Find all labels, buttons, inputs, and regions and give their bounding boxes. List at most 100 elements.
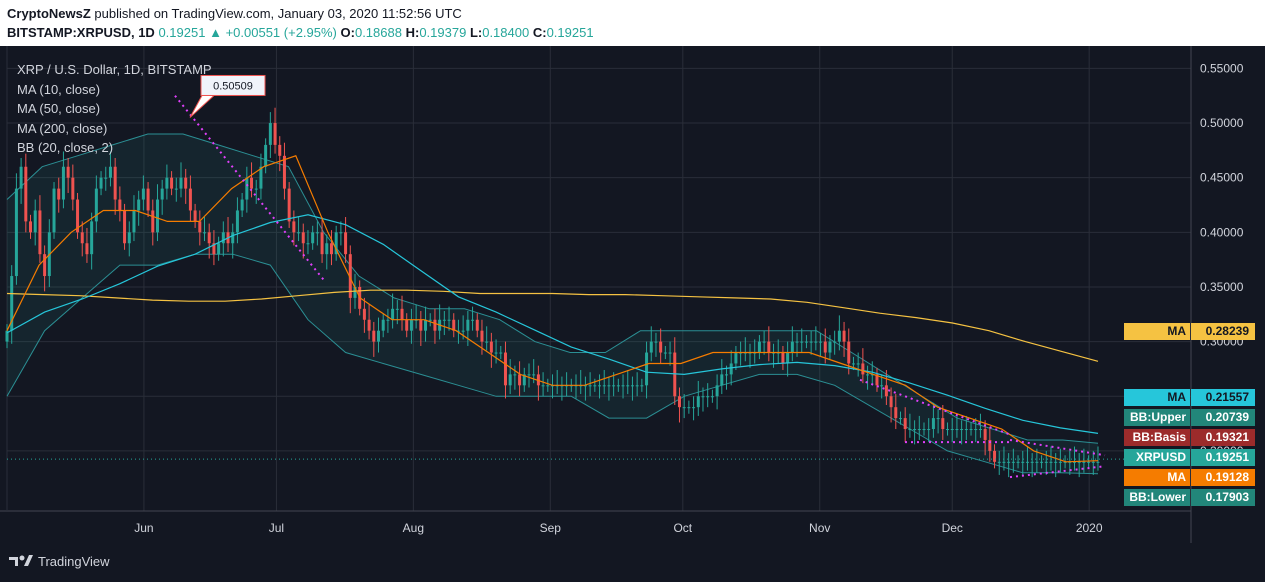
candle-body <box>946 429 950 431</box>
candle-body <box>386 319 390 321</box>
candle-body <box>367 319 371 331</box>
candle-body <box>320 232 324 255</box>
candle-body <box>997 461 1001 463</box>
x-tick-label: Jun <box>134 521 153 535</box>
candle-body <box>141 188 145 200</box>
candle-body <box>950 429 954 431</box>
candle-body <box>146 188 150 211</box>
candle-body <box>870 374 874 376</box>
candle-body <box>292 221 296 233</box>
legend-item-bb[interactable]: BB (20, close, 2) <box>17 140 114 155</box>
ma200-line <box>6 289 1099 362</box>
legend-item-ma200[interactable]: MA (200, close) <box>17 120 108 136</box>
candle-body <box>433 319 437 331</box>
candle-body <box>66 166 70 178</box>
candle-body <box>353 286 357 298</box>
candle-body <box>43 254 47 277</box>
candle-body <box>113 166 117 200</box>
candle-body <box>94 188 98 222</box>
close-value: 0.19251 <box>546 25 594 40</box>
candle-body <box>536 374 540 386</box>
chart-header: CryptoNewsZ published on TradingView.com… <box>0 0 1265 46</box>
candle-body <box>640 385 644 387</box>
candle-body <box>1011 461 1015 463</box>
ma10-line <box>6 155 1099 463</box>
candle-body <box>428 319 432 321</box>
change-arrow-icon: ▲ <box>209 25 222 40</box>
ma50-line <box>6 214 1099 434</box>
candle-body <box>287 188 291 222</box>
candle-body <box>767 341 771 353</box>
x-tick-label: Dec <box>942 521 963 535</box>
candle-body <box>1072 461 1076 463</box>
candle-body <box>630 385 634 387</box>
candle-body <box>762 341 766 343</box>
candle-body <box>29 221 33 233</box>
price-tag-bb-upper: BB:Upper 0.20739 <box>1124 409 1255 426</box>
candle-body <box>170 177 174 189</box>
candle-body <box>823 341 827 353</box>
candle-body <box>391 308 395 320</box>
candle-body <box>931 418 935 430</box>
candle-body <box>1035 461 1039 463</box>
low-value: 0.18400 <box>482 25 530 40</box>
candle-body <box>724 374 728 376</box>
tradingview-brand: TradingView <box>38 554 110 569</box>
candle-body <box>442 319 446 321</box>
candle-body <box>696 396 700 408</box>
candle-body <box>546 385 550 387</box>
candle-body <box>847 341 851 364</box>
candle-body <box>1002 461 1006 463</box>
candle-body <box>127 232 131 244</box>
callout-value: 0.50509 <box>213 80 253 92</box>
candle-body <box>329 243 333 255</box>
candle-body <box>913 429 917 431</box>
candle-body <box>518 374 522 386</box>
candle-body <box>155 199 159 233</box>
high-value: 0.19379 <box>419 25 467 40</box>
publisher-name[interactable]: CryptoNewsZ <box>7 6 91 21</box>
candle-body <box>240 199 244 211</box>
price-tag-bb-basis: BB:Basis 0.19321 <box>1124 429 1255 446</box>
price-tag-bb-lower: BB:Lower 0.17903 <box>1124 489 1255 506</box>
candle-body <box>851 363 855 365</box>
candle-body <box>362 308 366 320</box>
candle-body <box>922 429 926 431</box>
candle-body <box>710 396 714 398</box>
candle-body <box>452 319 456 331</box>
candle-body <box>104 177 108 179</box>
candle-body <box>814 341 818 343</box>
candle-body <box>503 352 507 386</box>
candle-body <box>875 374 879 386</box>
legend-item-ma10[interactable]: MA (10, close) <box>17 81 101 97</box>
price-tag-name: XRPUSD <box>1124 449 1190 466</box>
candle-body <box>983 429 987 440</box>
tradingview-logo[interactable]: TradingView <box>8 553 110 570</box>
candle-body <box>282 155 286 189</box>
candle-body <box>14 188 18 277</box>
legend-item-ma50[interactable]: MA (50, close) <box>17 101 101 116</box>
candle-body <box>941 418 945 430</box>
candle-body <box>489 341 493 353</box>
candle-body <box>527 374 531 376</box>
x-tick-label: Oct <box>673 521 692 535</box>
candle-body <box>1082 461 1086 463</box>
y-tick-label: 0.45000 <box>1200 171 1244 185</box>
candle-body <box>315 232 319 234</box>
candle-body <box>61 166 65 200</box>
candle-body <box>837 330 841 342</box>
chart-legend: XRP / U.S. Dollar, 1D, BITSTAMP MA (10, … <box>17 60 212 158</box>
change-value: +0.00551 (+2.95%) <box>225 25 337 40</box>
tradingview-icon <box>8 553 34 570</box>
candle-body <box>90 221 94 255</box>
legend-title: XRP / U.S. Dollar, 1D, BITSTAMP <box>17 62 212 77</box>
candle-body <box>1068 461 1072 463</box>
candle-body <box>400 308 404 320</box>
price-tag-xrpusd: XRPUSD 0.19251 <box>1124 449 1255 466</box>
candle-body <box>221 232 225 244</box>
candle-body <box>485 341 489 343</box>
candle-body <box>917 429 921 431</box>
candle-body <box>593 385 597 387</box>
candle-body <box>1049 461 1053 463</box>
candle-body <box>466 319 470 331</box>
